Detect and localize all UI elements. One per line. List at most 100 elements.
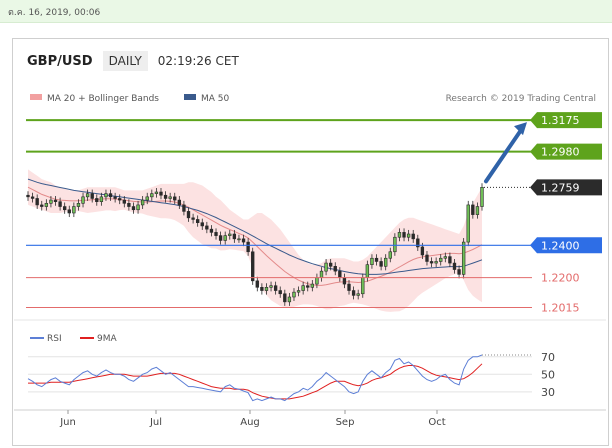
candle-body [448, 256, 452, 264]
bollinger-band [28, 169, 482, 312]
candle-body [40, 204, 44, 207]
candle-body [278, 290, 282, 295]
candle-body [49, 199, 53, 204]
credit-label: Research © 2019 Trading Central [446, 94, 596, 104]
chart-panel: GBP/USD DAILY 02:19:26 CET [12, 38, 609, 446]
candle-body [58, 201, 62, 207]
candle-body [35, 198, 39, 206]
candle-body [150, 193, 154, 198]
candle-body [67, 209, 71, 214]
rsi-line [27, 354, 483, 402]
candle-body [370, 257, 374, 265]
x-axis: Jun Jul Aug Sep Oct [14, 409, 606, 428]
candle-body [338, 270, 342, 278]
candle-body [283, 293, 287, 303]
price-level-label: 1.2015 [541, 302, 580, 315]
candle-body [241, 238, 246, 243]
candle-body [30, 196, 35, 199]
candle-body [53, 199, 58, 202]
candle-body [439, 257, 443, 262]
candle-body [196, 219, 200, 223]
price-level-label: 1.3175 [541, 114, 580, 127]
rsi-tick-label: 30 [541, 386, 555, 399]
candle-body [264, 287, 269, 291]
candle-body [480, 187, 484, 207]
candle-body [393, 236, 397, 253]
chart-header: GBP/USD DAILY 02:19:26 CET [27, 49, 239, 73]
candle-body [310, 283, 314, 288]
candle-body [416, 238, 420, 248]
candle-body [205, 225, 209, 230]
forecast-arrow-shaft [484, 128, 523, 184]
candle-body [122, 199, 126, 204]
timestamp-bar: ต.ค. 16, 2019, 00:06 [0, 0, 612, 23]
candle-body [255, 280, 259, 288]
candle-body [328, 262, 333, 267]
candle-body [388, 251, 392, 259]
price-level-label: 1.2400 [541, 239, 580, 252]
candle-body [113, 196, 117, 199]
candle-body [186, 211, 191, 219]
candle-body [301, 285, 305, 291]
candle-body [342, 277, 347, 285]
candle-body [351, 290, 356, 296]
candle-body [315, 277, 319, 285]
candle-body [269, 285, 273, 288]
candle-body [443, 256, 447, 259]
candle-body [384, 257, 388, 267]
candle-body [173, 196, 177, 201]
candle-body [90, 193, 94, 199]
price-level-label: 1.2980 [541, 146, 580, 159]
candle-body [218, 235, 223, 241]
candle-body [44, 203, 49, 207]
candle-body [95, 198, 99, 202]
candle-body [457, 269, 461, 275]
timeframe-badge[interactable]: DAILY [102, 51, 148, 71]
candle-body [425, 254, 429, 262]
candle-body [182, 204, 186, 212]
ma20-legend-swatch [30, 94, 42, 100]
candle-body [136, 204, 140, 211]
ma50-line [27, 178, 483, 275]
rsi-ma-legend-label: 9MA [97, 334, 117, 344]
rsi-ma-line [28, 363, 483, 400]
ma50-legend-label: MA 50 [201, 94, 230, 104]
candle-body [374, 257, 379, 262]
candle-body [333, 266, 337, 272]
candle-body [145, 196, 149, 201]
candle-body [402, 232, 406, 238]
candle-body [379, 261, 383, 267]
candle-body [273, 285, 278, 291]
x-tick-label: Jul [149, 417, 162, 428]
price-level-tag [530, 237, 602, 254]
ma50-legend-swatch [184, 94, 196, 100]
candle-body [228, 233, 232, 236]
rsi-plot: 70 50 30 [27, 351, 555, 402]
candle-body [324, 262, 328, 272]
price-levels: 1.3175 1.2980 1.2759 1.2400 1.2200 1.2015 [26, 112, 602, 315]
price-level-label: 1.2759 [541, 181, 580, 194]
x-tick-label: Oct [428, 417, 445, 428]
candle-body [127, 203, 131, 207]
candle-body [200, 222, 204, 227]
symbol-label: GBP/USD [27, 53, 93, 69]
x-tick-label: Sep [336, 417, 355, 428]
price-level-tag [530, 143, 602, 160]
candle-body [214, 232, 218, 236]
price-plot [26, 169, 484, 312]
candle-body [26, 194, 30, 198]
candle-body [287, 296, 292, 303]
candle-body [191, 217, 195, 220]
candle-body [237, 238, 241, 241]
candle-body [99, 196, 104, 202]
candle-body [246, 241, 250, 253]
candle-body [296, 290, 301, 293]
x-tick-label: Jun [59, 417, 76, 428]
candle-body [292, 291, 296, 298]
candle-body [131, 206, 136, 211]
candle-body [406, 233, 411, 238]
price-level-label: 1.2200 [541, 272, 580, 285]
ma20-line [27, 186, 483, 286]
candle-body [104, 193, 108, 198]
candle-body [223, 235, 227, 241]
